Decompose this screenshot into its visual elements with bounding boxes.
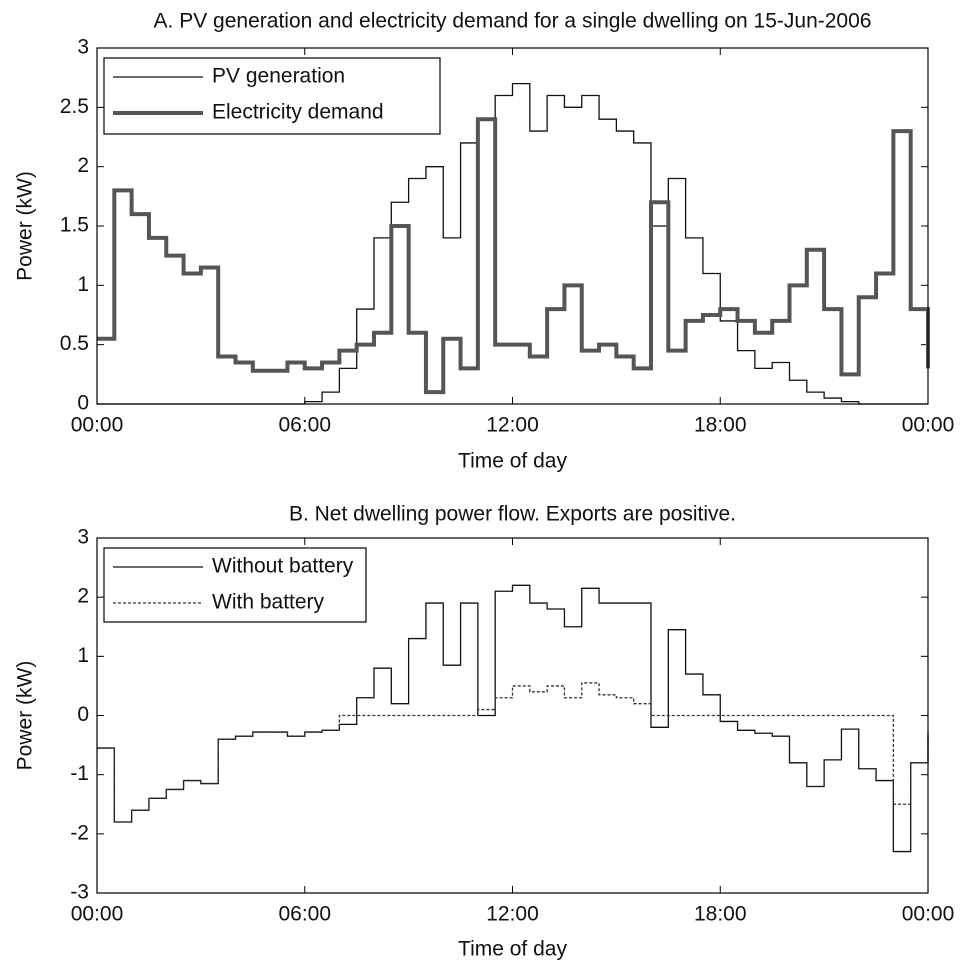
plot-frame <box>96 537 929 894</box>
x-axis-label: Time of day <box>458 938 567 961</box>
series-line <box>97 584 929 853</box>
legend-box <box>103 57 441 135</box>
y-tick-label: 1 <box>77 273 89 296</box>
x-tick-label: 18:00 <box>694 414 747 437</box>
x-tick-label: 06:00 <box>278 414 331 437</box>
y-tick-label: -2 <box>70 821 89 844</box>
series-line <box>97 117 930 395</box>
legend-label: Electricity demand <box>212 101 384 124</box>
series-line <box>97 682 929 823</box>
y-tick-label: 0 <box>77 392 89 415</box>
y-tick-label: 0.5 <box>60 332 89 355</box>
y-tick-label: -3 <box>70 881 89 904</box>
plot-frame <box>96 47 929 405</box>
chart-title: A. PV generation and electricity demand … <box>154 10 872 33</box>
y-tick-label: -1 <box>70 762 89 785</box>
x-tick-label: 00:00 <box>902 903 955 926</box>
y-tick-label: 3 <box>77 36 89 59</box>
x-axis-label: Time of day <box>458 450 567 473</box>
y-tick-label: 2.5 <box>60 95 89 118</box>
x-tick-label: 12:00 <box>486 903 539 926</box>
y-tick-label: 2 <box>77 585 89 608</box>
series-line <box>97 82 928 405</box>
y-axis-label: Power (kW) <box>14 661 37 771</box>
legend-label: With battery <box>212 591 325 614</box>
x-tick-label: 00:00 <box>71 903 124 926</box>
y-tick-label: 3 <box>77 526 89 549</box>
x-tick-label: 18:00 <box>694 903 747 926</box>
y-tick-label: 1.5 <box>60 214 89 237</box>
x-tick-label: 12:00 <box>486 414 539 437</box>
y-tick-label: 1 <box>77 644 89 667</box>
y-tick-label: 0 <box>77 703 89 726</box>
y-tick-label: 2 <box>77 154 89 177</box>
legend-label: PV generation <box>212 65 345 88</box>
legend-box <box>103 547 367 623</box>
x-tick-label: 00:00 <box>71 414 124 437</box>
x-tick-label: 06:00 <box>278 903 331 926</box>
x-tick-label: 00:00 <box>902 414 955 437</box>
legend-label: Without battery <box>212 555 354 578</box>
chart-title: B. Net dwelling power flow. Exports are … <box>289 503 736 526</box>
y-axis-label: Power (kW) <box>14 171 37 281</box>
